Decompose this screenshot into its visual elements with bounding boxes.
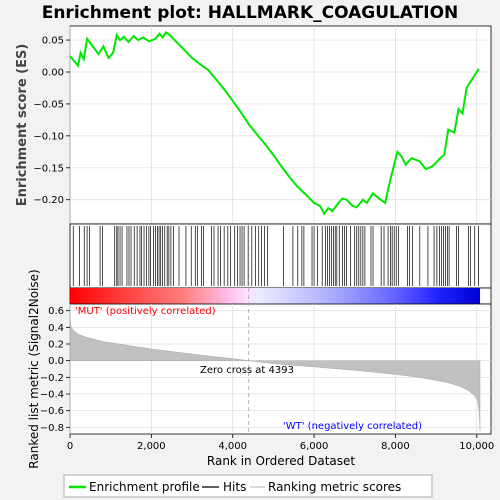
metric-tick-label: −0.8 [40,423,64,434]
legend-box [63,474,433,498]
chart-title: Enrichment plot: HALLMARK_COAGULATION [42,3,459,23]
es-tick-label: −0.15 [33,163,64,174]
legend-label-hits: Hits [223,480,246,494]
x-tick-label: 6,000 [300,441,329,452]
rank-colorbar [70,288,481,304]
metric-tick-label: 0.6 [48,306,64,317]
x-tick-label: 4,000 [218,441,247,452]
metric-x-ticks: 0 2,000 4,000 6,000 8,000 10,000 [67,434,494,452]
es-gridlines [69,26,491,224]
metric-panel: 0.6 0.4 0.2 0.0 −0.2 −0.4 −0.6 −0.8 0 2,000 4,000… [27,225,494,469]
es-panel: 0.05 0.00 −0.05 −0.10 −0.15 −0.20 Enrichment … [15,25,492,225]
es-y-ticks: 0.05 0.00 −0.05 −0.10 −0.15 −0.20 [33,36,70,206]
x-axis-label: Rank in Ordered Dataset [207,454,355,468]
legend-label-profile: Enrichment profile [89,480,200,494]
zero-cross-label: Zero cross at 4393 [200,365,294,376]
metric-tick-label: 0.2 [48,340,64,351]
es-tick-label: 0.05 [42,36,64,47]
ranking-metric-area [69,314,481,431]
enrichment-profile-line [69,31,480,216]
es-tick-label: 0.00 [42,67,64,78]
metric-tick-label: 0.0 [48,356,64,367]
es-plot-area [69,25,492,225]
metric-tick-label: −0.4 [40,390,64,401]
hit-marks [72,226,479,286]
legend: Enrichment profile Hits Ranking metric s… [63,474,433,498]
metric-tick-label: 0.4 [48,323,64,334]
es-tick-label: −0.20 [33,195,64,206]
positive-correlation-label: 'MUT' (positively correlated) [75,306,216,317]
x-tick-label: 10,000 [459,441,494,452]
legend-label-metric: Ranking metric scores [268,480,401,494]
x-tick-label: 8,000 [381,441,410,452]
es-tick-label: −0.05 [33,99,64,110]
x-tick-label: 2,000 [137,441,166,452]
metric-tick-label: −0.6 [40,406,64,417]
metric-y-ticks: 0.6 0.4 0.2 0.0 −0.2 −0.4 −0.6 −0.8 [40,306,70,434]
metric-tick-label: −0.2 [40,373,64,384]
es-tick-label: −0.10 [33,131,64,142]
negative-correlation-label: 'WT' (negatively correlated) [283,421,422,432]
metric-y-axis-label: Ranked list metric (Signal2Noise) [27,269,41,468]
x-tick-label: 0 [67,441,73,452]
es-y-axis-label: Enrichment score (ES) [15,44,30,207]
hits-panel [69,223,492,289]
